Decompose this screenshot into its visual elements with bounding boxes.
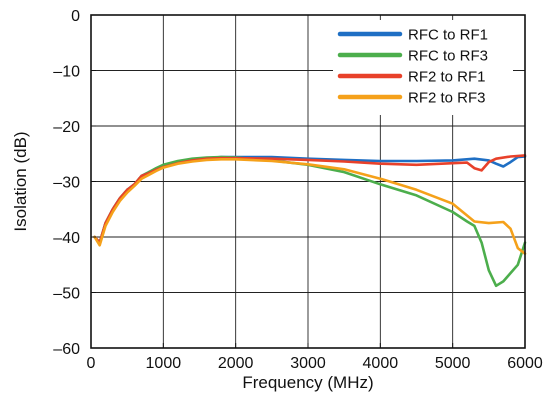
y-tick-label: 0 [71,8,80,25]
series-line-rf2-to-rf3 [93,158,527,255]
x-tick-label: 6000 [507,355,543,372]
y-tick-label: –10 [53,64,80,81]
x-tick-label: 5000 [435,355,471,372]
x-tick-label: 2000 [218,355,254,372]
legend-label-rf2-to-rf3: RF2 to RF3 [408,90,486,107]
legend-label-rf2-to-rf1: RF2 to RF1 [408,69,486,86]
x-axis-title: Frequency (MHz) [242,373,373,392]
x-tick-label: 1000 [146,355,182,372]
y-tick-label: –20 [53,119,80,136]
y-tick-label: –40 [53,230,80,247]
y-tick-label: –30 [53,175,80,192]
x-tick-label: 3000 [290,355,326,372]
y-axis-title: Isolation (dB) [11,131,30,231]
tick-marks [90,14,526,349]
series-lines [93,154,527,288]
y-tick-labels: 0 –10 –20 –30 –40 –50 –60 [53,8,80,358]
series-line-rfc-to-rf3 [93,155,527,288]
x-tick-labels: 0 1000 2000 3000 4000 5000 6000 [87,355,543,372]
x-tick-label: 4000 [363,355,399,372]
y-tick-label: –50 [53,286,80,303]
x-tick-label: 0 [87,355,96,372]
y-tick-label: –60 [53,341,80,358]
grid [91,15,525,348]
legend-label-rfc-to-rf1: RFC to RF1 [408,27,488,44]
legend-label-rfc-to-rf3: RFC to RF3 [408,48,488,65]
legend: RFC to RF1 RFC to RF3 RF2 to RF1 RF2 to RF3 [333,20,513,115]
